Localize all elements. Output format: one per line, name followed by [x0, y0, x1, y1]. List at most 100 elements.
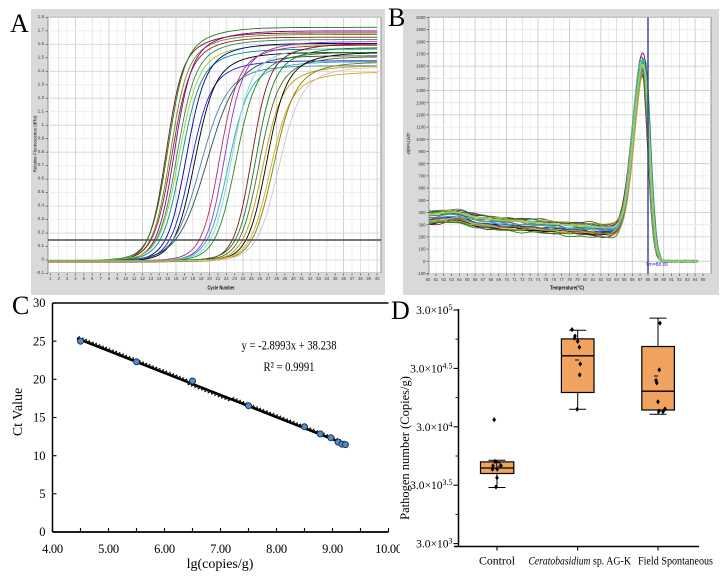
svg-text:81: 81: [591, 277, 596, 282]
svg-text:900: 900: [419, 149, 427, 154]
svg-text:18: 18: [190, 276, 195, 281]
svg-text:29: 29: [283, 276, 288, 281]
svg-text:0.7: 0.7: [38, 162, 45, 167]
svg-text:80: 80: [583, 277, 588, 282]
svg-text:9.00: 9.00: [322, 542, 343, 556]
svg-text:0: 0: [423, 259, 426, 264]
svg-text:200: 200: [419, 235, 427, 240]
svg-text:20: 20: [207, 276, 212, 281]
svg-text:1100: 1100: [416, 125, 426, 130]
svg-text:0.3: 0.3: [38, 216, 45, 221]
svg-text:76: 76: [551, 277, 556, 282]
svg-text:21: 21: [216, 276, 221, 281]
svg-text:1800: 1800: [416, 39, 426, 44]
svg-text:30: 30: [291, 276, 296, 281]
svg-text:1400: 1400: [416, 88, 426, 93]
svg-text:8.00: 8.00: [266, 542, 287, 556]
svg-text:1.6: 1.6: [38, 41, 45, 46]
svg-text:72: 72: [520, 277, 525, 282]
svg-text:77: 77: [559, 277, 564, 282]
svg-text:34: 34: [324, 276, 329, 281]
svg-text:100: 100: [419, 247, 427, 252]
svg-text:90: 90: [661, 277, 666, 282]
svg-text:7.00: 7.00: [210, 542, 231, 556]
svg-text:Tm=88.00: Tm=88.00: [646, 262, 669, 268]
svg-text:36: 36: [341, 276, 346, 281]
svg-text:30: 30: [33, 296, 46, 310]
svg-text:3.0×104: 3.0×104: [416, 420, 452, 434]
svg-text:74: 74: [536, 277, 541, 282]
svg-text:1300: 1300: [416, 100, 426, 105]
svg-text:6.00: 6.00: [154, 542, 175, 556]
svg-text:15: 15: [165, 276, 170, 281]
svg-text:14: 14: [157, 276, 162, 281]
svg-text:-0.1: -0.1: [36, 270, 44, 275]
svg-text:23: 23: [232, 276, 237, 281]
svg-text:Temperature(°C): Temperature(°C): [550, 286, 584, 292]
svg-text:82: 82: [599, 277, 604, 282]
svg-text:32: 32: [308, 276, 313, 281]
svg-text:92: 92: [677, 277, 682, 282]
svg-text:3: 3: [66, 276, 69, 281]
svg-text:64: 64: [457, 277, 462, 282]
svg-text:3.0×103: 3.0×103: [416, 537, 452, 551]
svg-text:0.4: 0.4: [38, 203, 45, 208]
svg-text:700: 700: [419, 174, 427, 179]
svg-text:10.00: 10.00: [375, 542, 400, 556]
svg-text:1.7: 1.7: [38, 27, 45, 32]
svg-text:-100: -100: [417, 271, 426, 276]
svg-text:lg(copies/g): lg(copies/g): [187, 557, 254, 572]
svg-text:2000: 2000: [416, 15, 426, 20]
svg-text:1: 1: [49, 276, 52, 281]
svg-text:0.6: 0.6: [38, 176, 45, 181]
svg-text:7: 7: [99, 276, 102, 281]
svg-text:0.2: 0.2: [38, 230, 45, 235]
svg-text:1500: 1500: [416, 76, 426, 81]
svg-text:60: 60: [426, 277, 431, 282]
svg-text:40: 40: [375, 276, 380, 281]
svg-text:6: 6: [91, 276, 94, 281]
svg-text:0.5: 0.5: [38, 189, 45, 194]
svg-text:3.0×103.5: 3.0×103.5: [410, 478, 452, 492]
svg-text:15: 15: [33, 411, 46, 425]
svg-text:67: 67: [481, 277, 486, 282]
svg-text:61: 61: [434, 277, 439, 282]
svg-text:20: 20: [33, 373, 46, 387]
svg-text:9: 9: [116, 276, 119, 281]
svg-text:500: 500: [419, 198, 427, 203]
svg-text:25: 25: [249, 276, 254, 281]
svg-text:71: 71: [512, 277, 517, 282]
svg-text:88: 88: [646, 277, 651, 282]
svg-text:87: 87: [638, 277, 643, 282]
svg-text:Field Spontaneous: Field Spontaneous: [638, 556, 713, 568]
svg-text:84: 84: [614, 277, 619, 282]
svg-text:28: 28: [274, 276, 279, 281]
svg-text:5: 5: [83, 276, 86, 281]
svg-text:22: 22: [224, 276, 229, 281]
svg-text:1900: 1900: [416, 27, 426, 32]
svg-text:Ceratobasidium: Ceratobasidium: [529, 556, 591, 568]
svg-text:78: 78: [567, 277, 572, 282]
svg-text:95: 95: [701, 277, 706, 282]
svg-text:94: 94: [693, 277, 698, 282]
svg-text:1200: 1200: [416, 113, 426, 118]
svg-text:27: 27: [266, 276, 271, 281]
svg-text:33: 33: [316, 276, 321, 281]
svg-text:10: 10: [33, 449, 46, 463]
svg-text:85: 85: [622, 277, 627, 282]
svg-text:16: 16: [174, 276, 179, 281]
svg-text:35: 35: [333, 276, 338, 281]
svg-text:600: 600: [419, 186, 427, 191]
svg-text:Pathogen number (Copies/g): Pathogen number (Copies/g): [400, 376, 412, 520]
svg-text:86: 86: [630, 277, 635, 282]
svg-text:19: 19: [199, 276, 204, 281]
svg-text:73: 73: [528, 277, 533, 282]
svg-text:39: 39: [366, 276, 371, 281]
svg-text:1700: 1700: [416, 52, 426, 57]
svg-text:1000: 1000: [416, 137, 426, 142]
svg-text:Control: Control: [479, 556, 515, 568]
svg-text:1.8: 1.8: [38, 14, 45, 19]
svg-text:1.3: 1.3: [38, 81, 45, 86]
svg-text:R² = 0.9991: R² = 0.9991: [264, 359, 315, 374]
svg-text:1600: 1600: [416, 64, 426, 69]
